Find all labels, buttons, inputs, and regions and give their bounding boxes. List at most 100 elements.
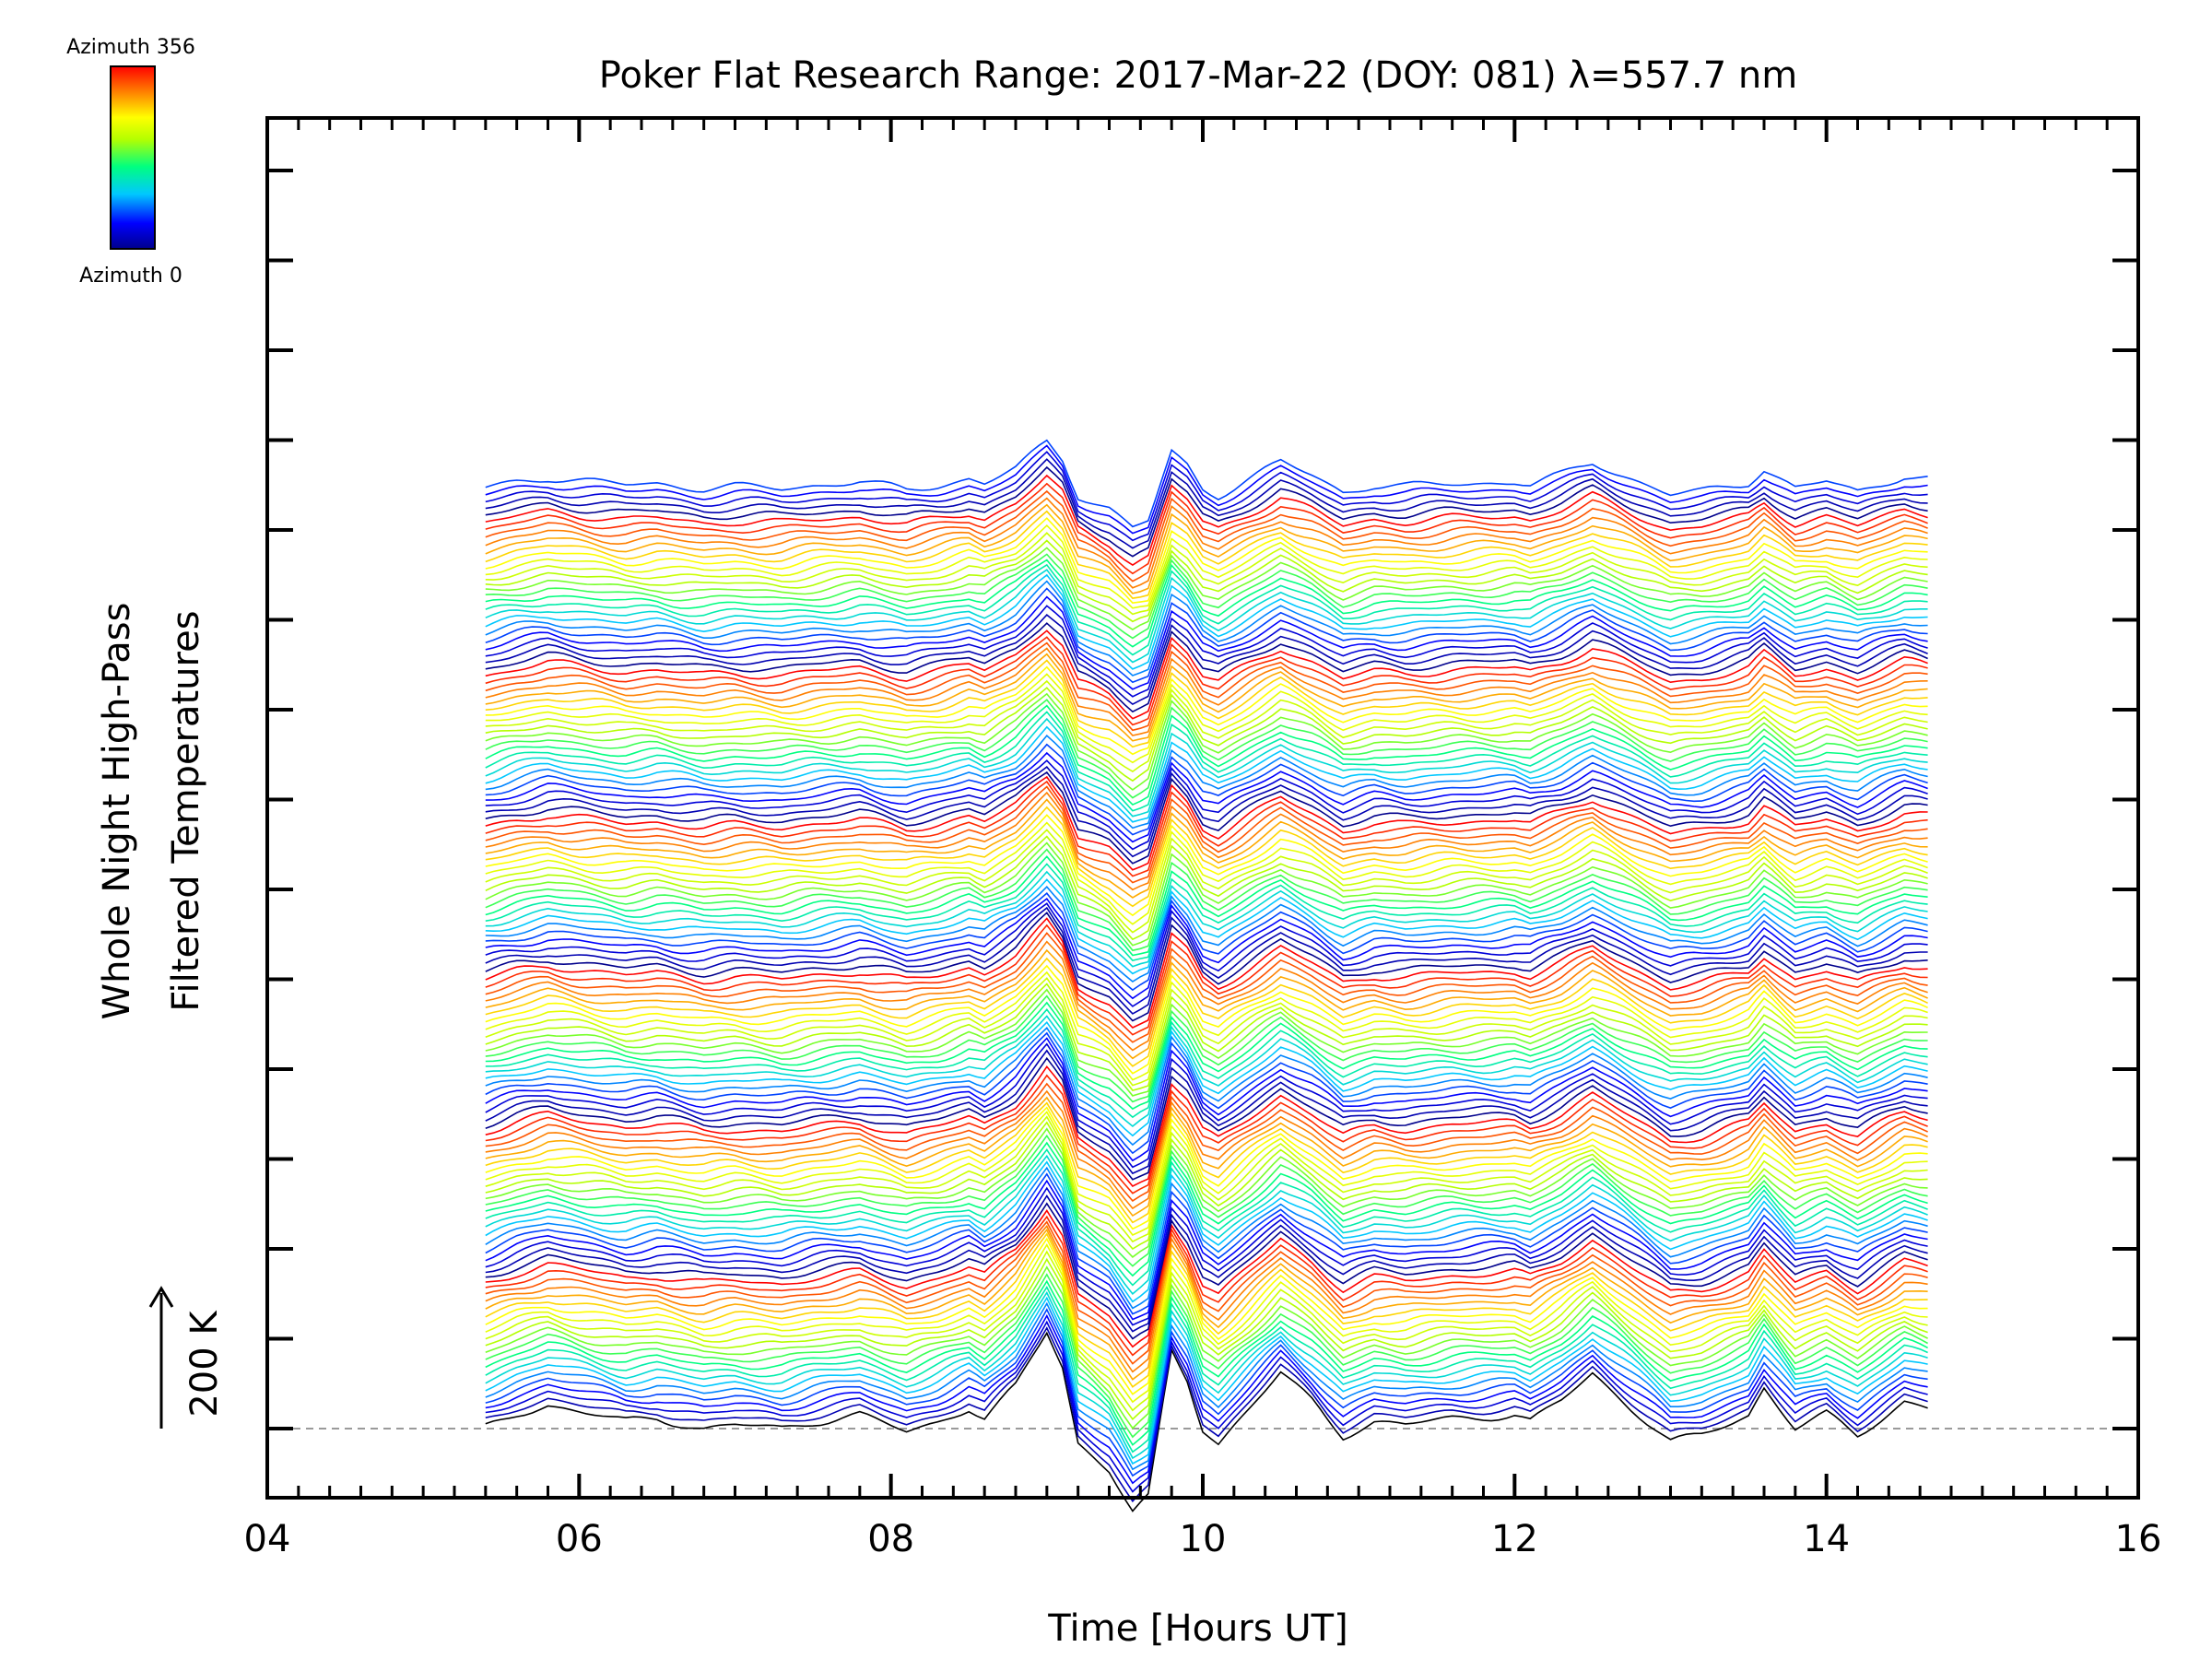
series-line-14: [485, 1242, 1928, 1404]
series-line-82: [485, 806, 1928, 908]
series-line-66: [485, 912, 1928, 1022]
x-tick-label: 10: [1180, 1518, 1227, 1560]
series-line-63: [485, 932, 1928, 1043]
series-line-49: [485, 1027, 1928, 1147]
series-line-112: [485, 605, 1928, 698]
series-line-42: [485, 1074, 1928, 1194]
y-axis-label-line2: Filtered Temperatures: [165, 610, 207, 1011]
series-line-98: [485, 699, 1928, 799]
series-line-86: [485, 780, 1928, 877]
series-line-125: [485, 517, 1928, 605]
x-tick-label: 14: [1803, 1518, 1850, 1560]
series-line-119: [485, 559, 1928, 648]
x-tick-label: 06: [556, 1518, 603, 1560]
series-line-81: [485, 814, 1928, 917]
series-line-131: [485, 474, 1928, 567]
series-line-0: [485, 1331, 1928, 1512]
series-line-71: [485, 886, 1928, 982]
x-tick-label: 12: [1491, 1518, 1538, 1560]
series-line-31: [485, 1141, 1928, 1277]
series-line-52: [485, 1008, 1928, 1119]
series-line-85: [485, 785, 1928, 884]
series-line-7: [485, 1290, 1928, 1460]
series-line-126: [485, 510, 1928, 599]
series-line-72: [485, 878, 1928, 975]
series-line-128: [485, 497, 1928, 589]
series-line-46: [485, 1042, 1928, 1169]
series-line-100: [485, 687, 1928, 782]
series-line-5: [485, 1301, 1928, 1471]
series-line-51: [485, 1015, 1928, 1128]
series-line-95: [485, 717, 1928, 818]
series-line-1: [485, 1326, 1928, 1503]
x-tick-label: 16: [2115, 1518, 2162, 1560]
series-line-99: [485, 692, 1928, 791]
scale-bar-label: 200 K: [183, 1310, 226, 1418]
series-line-136: [485, 439, 1928, 528]
series-line-77: [485, 841, 1928, 947]
series-line-18: [485, 1224, 1928, 1373]
y-axis-label-line1: Whole Night High-Pass: [96, 603, 138, 1020]
series-line-32: [485, 1134, 1928, 1267]
x-tick-label: 04: [244, 1518, 291, 1560]
series-line-34: [485, 1121, 1928, 1251]
series-line-30: [485, 1148, 1928, 1287]
series-line-90: [485, 759, 1928, 851]
series-line-74: [485, 863, 1928, 961]
series-line-57: [485, 977, 1928, 1087]
series-line-45: [485, 1049, 1928, 1175]
series-line-94: [485, 725, 1928, 823]
series-line-9: [485, 1279, 1928, 1446]
series-line-103: [485, 665, 1928, 756]
series-line-13: [485, 1250, 1928, 1412]
series-line-118: [485, 563, 1928, 656]
series-line-10: [485, 1273, 1928, 1439]
series-line-107: [485, 641, 1928, 732]
series-line-20: [485, 1215, 1928, 1357]
series-line-22: [485, 1202, 1928, 1340]
series-line-4: [485, 1308, 1928, 1477]
series-line-39: [485, 1096, 1928, 1218]
series-line-75: [485, 855, 1928, 957]
series-line-38: [485, 1101, 1928, 1224]
series-line-21: [485, 1209, 1928, 1348]
series-line-101: [485, 679, 1928, 773]
series-line-55: [485, 988, 1928, 1097]
series-line-19: [485, 1220, 1928, 1365]
series-line-54: [485, 994, 1928, 1103]
series-line-33: [485, 1127, 1928, 1258]
series-line-40: [485, 1089, 1928, 1210]
x-axis-label: Time [Hours UT]: [1047, 1607, 1347, 1650]
series-line-3: [485, 1313, 1928, 1485]
series-line-37: [485, 1106, 1928, 1230]
series-line-124: [485, 524, 1928, 609]
series-line-109: [485, 629, 1928, 720]
series-line-2: [485, 1320, 1928, 1493]
series-line-47: [485, 1037, 1928, 1162]
series-line-78: [485, 835, 1928, 941]
series-line-111: [485, 614, 1928, 706]
series-line-8: [485, 1285, 1928, 1453]
series-line-105: [485, 653, 1928, 742]
series-line-60: [485, 957, 1928, 1067]
series-line-12: [485, 1257, 1928, 1420]
series-line-41: [485, 1082, 1928, 1202]
series-line-83: [485, 798, 1928, 899]
series-line-79: [485, 829, 1928, 934]
series-line-122: [485, 539, 1928, 623]
x-tick-label: 08: [867, 1518, 914, 1560]
series-line-73: [485, 870, 1928, 968]
series-line-104: [485, 659, 1928, 748]
colorbar-top-label: Azimuth 356: [66, 36, 195, 59]
series-line-65: [485, 917, 1928, 1029]
series-line-76: [485, 848, 1928, 952]
series-line-58: [485, 971, 1928, 1081]
series-line-106: [485, 647, 1928, 736]
series-line-108: [485, 636, 1928, 726]
series-line-23: [485, 1194, 1928, 1333]
series-line-53: [485, 1001, 1928, 1111]
series-line-117: [485, 569, 1928, 664]
series-line-114: [485, 587, 1928, 684]
